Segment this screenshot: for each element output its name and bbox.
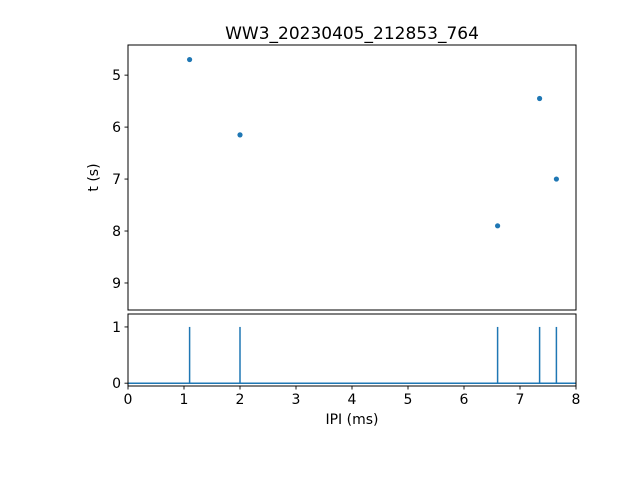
x-tick-label: 5 (404, 392, 413, 408)
y-tick-label: 6 (112, 120, 121, 136)
y-tick-label: 0 (112, 376, 121, 392)
scatter-point (495, 223, 501, 229)
top-subplot-spines (127, 44, 577, 311)
scatter-point (187, 56, 193, 63)
chart-title: WW3_20230405_212853_764 (225, 24, 479, 44)
scatter-point (237, 132, 243, 138)
x-tick-label: 8 (572, 392, 581, 408)
bottom-subplot-spines (127, 313, 577, 387)
x-tick-label: 7 (516, 392, 525, 408)
scatter-point (553, 176, 560, 182)
scatter-point (537, 95, 543, 102)
x-axis-label: IPI (ms) (325, 412, 378, 428)
y-tick-label: 7 (112, 172, 121, 188)
x-tick-label: 6 (460, 392, 469, 408)
x-tick-label: 3 (292, 392, 301, 408)
y-tick-label: 8 (112, 224, 121, 240)
y-axis-label: t (s) (86, 163, 102, 191)
y-tick-label: 5 (112, 68, 121, 84)
x-tick-label: 2 (236, 392, 245, 408)
x-tick-label: 4 (348, 392, 357, 408)
x-tick-label: 1 (180, 392, 189, 408)
y-tick-label: 9 (112, 276, 121, 292)
y-tick-label: 1 (112, 320, 121, 336)
x-tick-label: 0 (124, 392, 133, 408)
